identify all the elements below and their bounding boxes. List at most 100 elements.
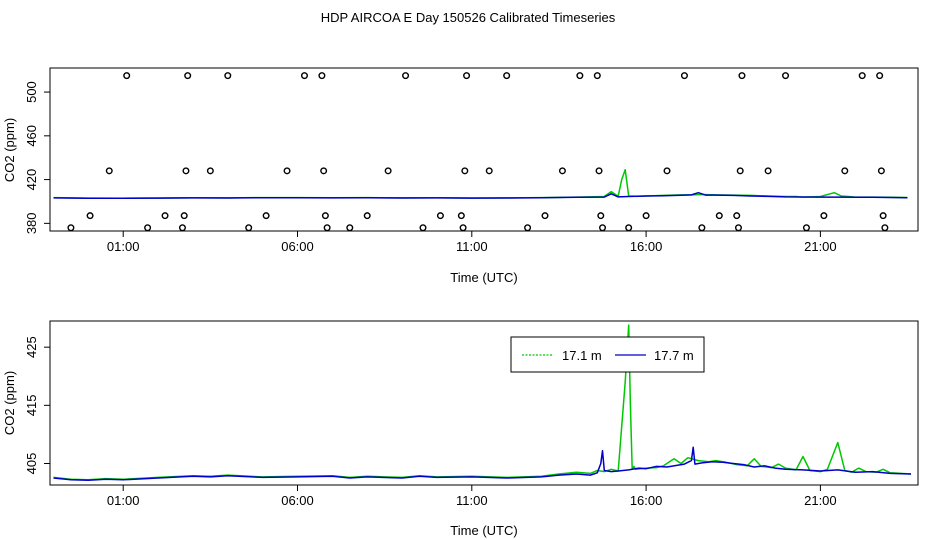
calibration-point [858, 72, 866, 80]
calibration-point [541, 212, 549, 220]
calibration-point [300, 72, 308, 80]
calibration-point [318, 72, 326, 80]
calibration-point [734, 224, 742, 232]
calibration-point [597, 212, 605, 220]
calibration-point [436, 212, 444, 220]
calibration-point [67, 224, 75, 232]
calibration-point [879, 212, 887, 220]
calibration-point [876, 72, 884, 80]
x-tick-label: 16:00 [630, 493, 663, 508]
calibration-point [503, 72, 511, 80]
calibration-point [558, 167, 566, 175]
calibration-point [180, 212, 188, 220]
calibration-point [402, 72, 410, 80]
calibration-point [161, 212, 169, 220]
calibration-point [320, 167, 328, 175]
series-line-17-7-m [53, 191, 908, 200]
legend-label-17-7m: 17.7 m [654, 348, 694, 363]
panel2-series [53, 324, 912, 482]
legend: 17.1 m 17.7 m [510, 336, 705, 373]
calibration-point [105, 167, 113, 175]
calibration-point [178, 224, 186, 232]
calibration-point [457, 212, 465, 220]
calibration-point [841, 167, 849, 175]
calibration-point [733, 212, 741, 220]
calibration-points [67, 72, 889, 232]
panel1-x-axis: 01:00 06:00 11:00 16:00 21:00 [107, 231, 837, 254]
series-line-17-7-m [53, 446, 912, 482]
calibration-point [283, 167, 291, 175]
x-tick-label: 16:00 [630, 239, 663, 254]
calibration-point [715, 212, 723, 220]
calibration-point [593, 72, 601, 80]
calibration-point [642, 212, 650, 220]
calibration-point [86, 212, 94, 220]
calibration-point [764, 167, 772, 175]
calibration-point [485, 167, 493, 175]
panel1-x-label: Time (UTC) [450, 270, 517, 285]
calibration-point [245, 224, 253, 232]
legend-label-17-1m: 17.1 m [562, 348, 602, 363]
calibration-point [698, 224, 706, 232]
calibration-point [346, 224, 354, 232]
calibration-point [680, 72, 688, 80]
x-tick-label: 11:00 [456, 493, 488, 508]
calibration-point [224, 72, 232, 80]
y-tick-label: 425 [24, 336, 39, 358]
series-line-17-1-m [53, 168, 908, 199]
panel1-series [53, 168, 908, 200]
y-tick-label: 460 [24, 125, 39, 147]
calibration-point [459, 224, 467, 232]
calibration-point [820, 212, 828, 220]
series-line-17-1-m [53, 324, 912, 481]
calibration-point [576, 72, 584, 80]
y-tick-label: 420 [24, 169, 39, 191]
calibration-point [419, 224, 427, 232]
x-tick-label: 06:00 [281, 239, 314, 254]
x-tick-label: 11:00 [456, 239, 488, 254]
calibration-point [881, 224, 889, 232]
y-tick-label: 500 [24, 81, 39, 103]
calibration-point [123, 72, 131, 80]
calibration-point [599, 224, 607, 232]
calibration-point [625, 224, 633, 232]
timeseries-panel: 01:00 06:00 11:00 16:00 21:00 405 415 425 Time… [2, 320, 919, 538]
calibration-point [782, 72, 790, 80]
panel2-x-axis: 01:00 06:00 11:00 16:00 21:00 [107, 485, 837, 508]
calibration-point [384, 167, 392, 175]
calibration-point [595, 167, 603, 175]
calibration-point [182, 167, 190, 175]
x-tick-label: 01:00 [107, 239, 140, 254]
calibration-point [321, 212, 329, 220]
calibration-panel: 01:00 06:00 11:00 16:00 21:00 380 420 460 500 T… [2, 67, 919, 285]
panel2-plot-frame [49, 320, 919, 486]
panel2-y-axis: 405 415 425 [24, 336, 50, 474]
calibration-point [363, 212, 371, 220]
panel2-y-label: CO2 (ppm) [2, 371, 17, 435]
x-tick-label: 06:00 [281, 493, 314, 508]
calibration-point [461, 167, 469, 175]
calibration-point [524, 224, 532, 232]
calibration-point [262, 212, 270, 220]
calibration-point [877, 167, 885, 175]
x-tick-label: 01:00 [107, 493, 140, 508]
calibration-point [802, 224, 810, 232]
calibration-point [206, 167, 214, 175]
x-tick-label: 21:00 [804, 493, 837, 508]
calibration-point [738, 72, 746, 80]
y-tick-label: 415 [24, 394, 39, 416]
calibration-point [144, 224, 152, 232]
y-tick-label: 380 [24, 212, 39, 234]
calibration-point [323, 224, 331, 232]
calibration-point [736, 167, 744, 175]
calibration-point [663, 167, 671, 175]
x-tick-label: 21:00 [804, 239, 837, 254]
panel1-y-label: CO2 (ppm) [2, 118, 17, 182]
calibration-point [184, 72, 192, 80]
chart-title: HDP AIRCOA E Day 150526 Calibrated Times… [321, 10, 616, 25]
panel1-plot-frame [49, 67, 919, 232]
panel1-y-axis: 380 420 460 500 [24, 81, 50, 234]
calibration-point [463, 72, 471, 80]
y-tick-label: 405 [24, 453, 39, 475]
